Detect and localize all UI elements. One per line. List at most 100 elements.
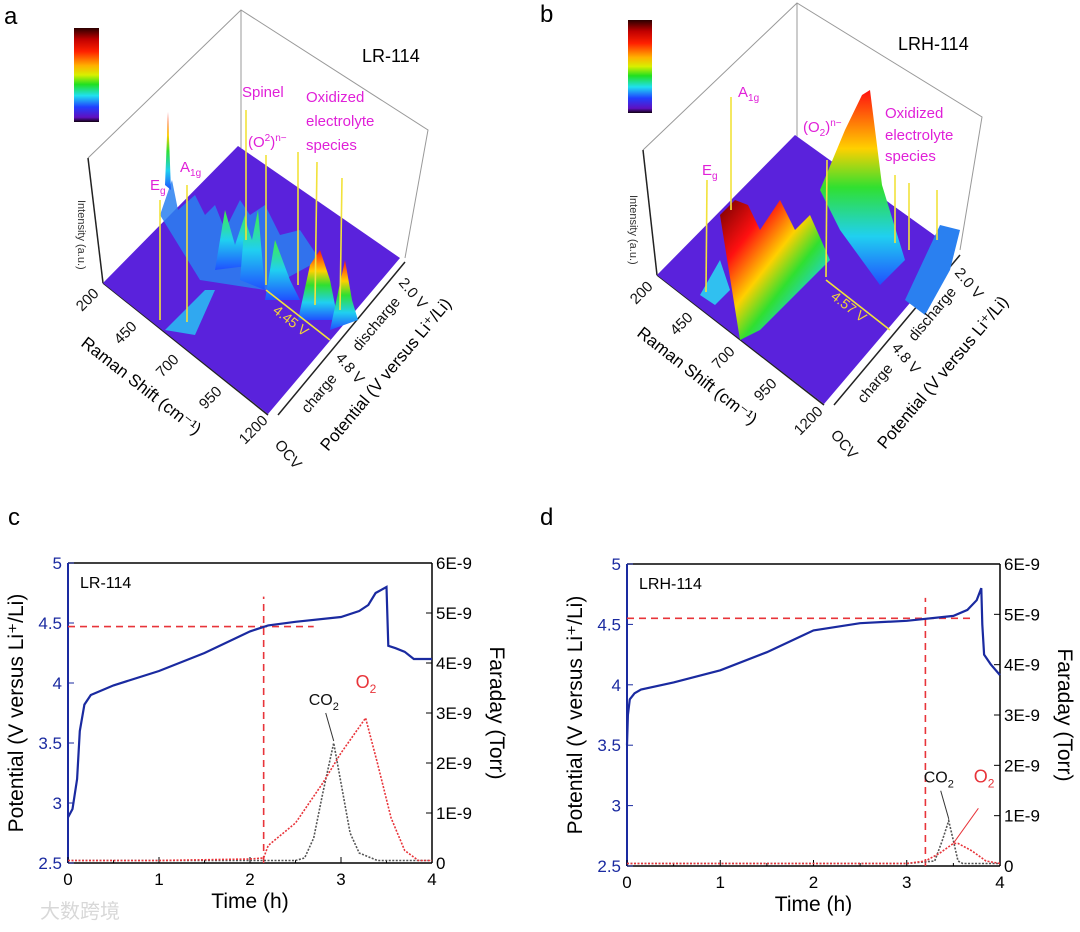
y-tick-label: 3 [612,797,621,816]
x-axis-label: Time (h) [211,890,288,913]
svg-text:OCV: OCV [827,427,861,463]
panel-a: a LR-114 Eg A1g Spinel (O2)n− Oxidiz [4,3,455,472]
o2-sub: 2 [988,777,995,791]
co2-arrow [325,712,335,742]
oxidized-label-2: electrolyte [885,127,953,144]
panel-letter-d: d [540,504,553,531]
series-potential [67,585,432,818]
y-right-tick-label: 1E-9 [1004,807,1040,826]
y-tick-label: 3 [53,794,62,813]
o2-arrow [952,808,979,844]
svg-text:charge: charge [854,361,897,407]
svg-text:700: 700 [153,351,183,381]
y-right-tick-label: 5E-9 [436,604,472,623]
eg-label: Eg [702,162,718,182]
surface-peak-a1g [720,200,830,340]
spinel-label: Spinel [242,84,284,101]
eg-label: Eg [150,177,166,197]
svg-text:700: 700 [709,343,739,373]
y-right-tick-label: 1E-9 [436,804,472,823]
oxidized-label-1: Oxidized [306,89,364,106]
y-tick-label: 4.5 [597,615,621,634]
chart-title: LRH-114 [639,576,702,593]
x-tick-label: 4 [995,873,1004,892]
o2-sub: 2 [370,682,377,696]
surface-peak [700,260,730,305]
co2-text: CO [924,770,948,787]
y-tick-label: 4.5 [38,614,62,633]
series-co2 [68,742,432,862]
x-tick-label: 3 [336,870,345,889]
panel-letter-c: c [8,504,20,531]
y-right-tick-label: 5E-9 [1004,605,1040,624]
panel-letter: a [4,3,18,30]
y-right-axis-label: Faraday (Torr) [485,646,508,779]
surface-peak [265,240,300,300]
series-co2 [627,817,1000,865]
colorbar [628,20,652,113]
x-tick-label: 1 [716,873,725,892]
y-right-tick-label: 2E-9 [436,754,472,773]
co2-sub: 2 [333,701,339,713]
svg-text:OCV: OCV [271,437,305,473]
z-axis-label: Intensity (a.u.) [75,200,87,270]
oxidized-label-3: species [306,137,357,154]
surface-ridge [905,225,960,315]
oxidized-label-3: species [885,148,936,165]
o2-label: O2 [356,672,377,696]
y-tick-label: 5 [612,555,621,574]
surface-peak-oxidized [820,90,905,285]
y-tick-label: 3.5 [38,734,62,753]
y-right-tick-label: 6E-9 [1004,555,1040,574]
x-tick-label: 0 [63,870,72,889]
x-tick-label: 2 [245,870,254,889]
series-potential [625,587,1001,746]
peroxo-label: (O2)n− [803,118,842,139]
peak-markers [159,110,343,341]
y-right-tick-label: 3E-9 [1004,706,1040,725]
chart-title: LR-114 [80,575,131,592]
panel-b: b LRH-114 Eg A1g (O2)n− Oxidized electro… [540,1,1012,462]
oxidized-label-1: Oxidized [885,105,943,122]
peak-markers [705,97,938,331]
svg-text:950: 950 [196,383,226,413]
sample-label: LR-114 [362,46,420,66]
o2-label: O2 [974,767,995,791]
o2-text: O [356,672,370,692]
y-right-tick-label: 4E-9 [1004,656,1040,675]
oxidized-label-2: electrolyte [306,113,374,130]
y-tick-label: 5 [53,554,62,573]
a1g-label: A1g [180,159,201,179]
y-right-tick-label: 0 [436,854,445,873]
colorbar [74,28,99,122]
y-axis-label: Potential (V versus Li⁺/Li) [564,596,587,835]
surface-spike [165,112,171,190]
svg-text:950: 950 [751,375,781,405]
sample-label: LRH-114 [898,34,969,54]
z-axis-label: Intensity (a.u.) [627,195,639,265]
y-tick-label: 4 [53,674,62,693]
y-right-tick-label: 6E-9 [436,554,472,573]
y-right-tick-label: 3E-9 [436,704,472,723]
panel-letter: b [540,1,553,28]
surface-peak [330,260,358,330]
axis-box [87,9,429,416]
x-tick-label: 3 [902,873,911,892]
x-tick-label: 1 [154,870,163,889]
y-tick-label: 4 [612,676,621,695]
peroxo-label: (O2)n− [248,133,287,151]
svg-text:200: 200 [73,285,103,315]
co2-text: CO [309,692,333,709]
x-tick-label: 2 [809,873,818,892]
y-axis-label: Potential (V versus Li⁺/Li) [5,594,28,833]
y-right-tick-label: 2E-9 [1004,756,1040,775]
a1g-label: A1g [738,84,759,104]
y-tick-label: 2.5 [38,854,62,873]
surface-peak [298,250,338,320]
svg-text:1200: 1200 [236,412,272,448]
co2-sub: 2 [948,779,954,791]
y-right-axis-label: Faraday (Torr) [1053,648,1076,781]
chart-c: 0 1 2 3 4 2.5 3 3.5 4 4.5 5 0 1E-9 2E-9 3E-9 4E-9 5E-9 6E… [5,554,508,913]
x-axis-label: Time (h) [775,893,852,916]
